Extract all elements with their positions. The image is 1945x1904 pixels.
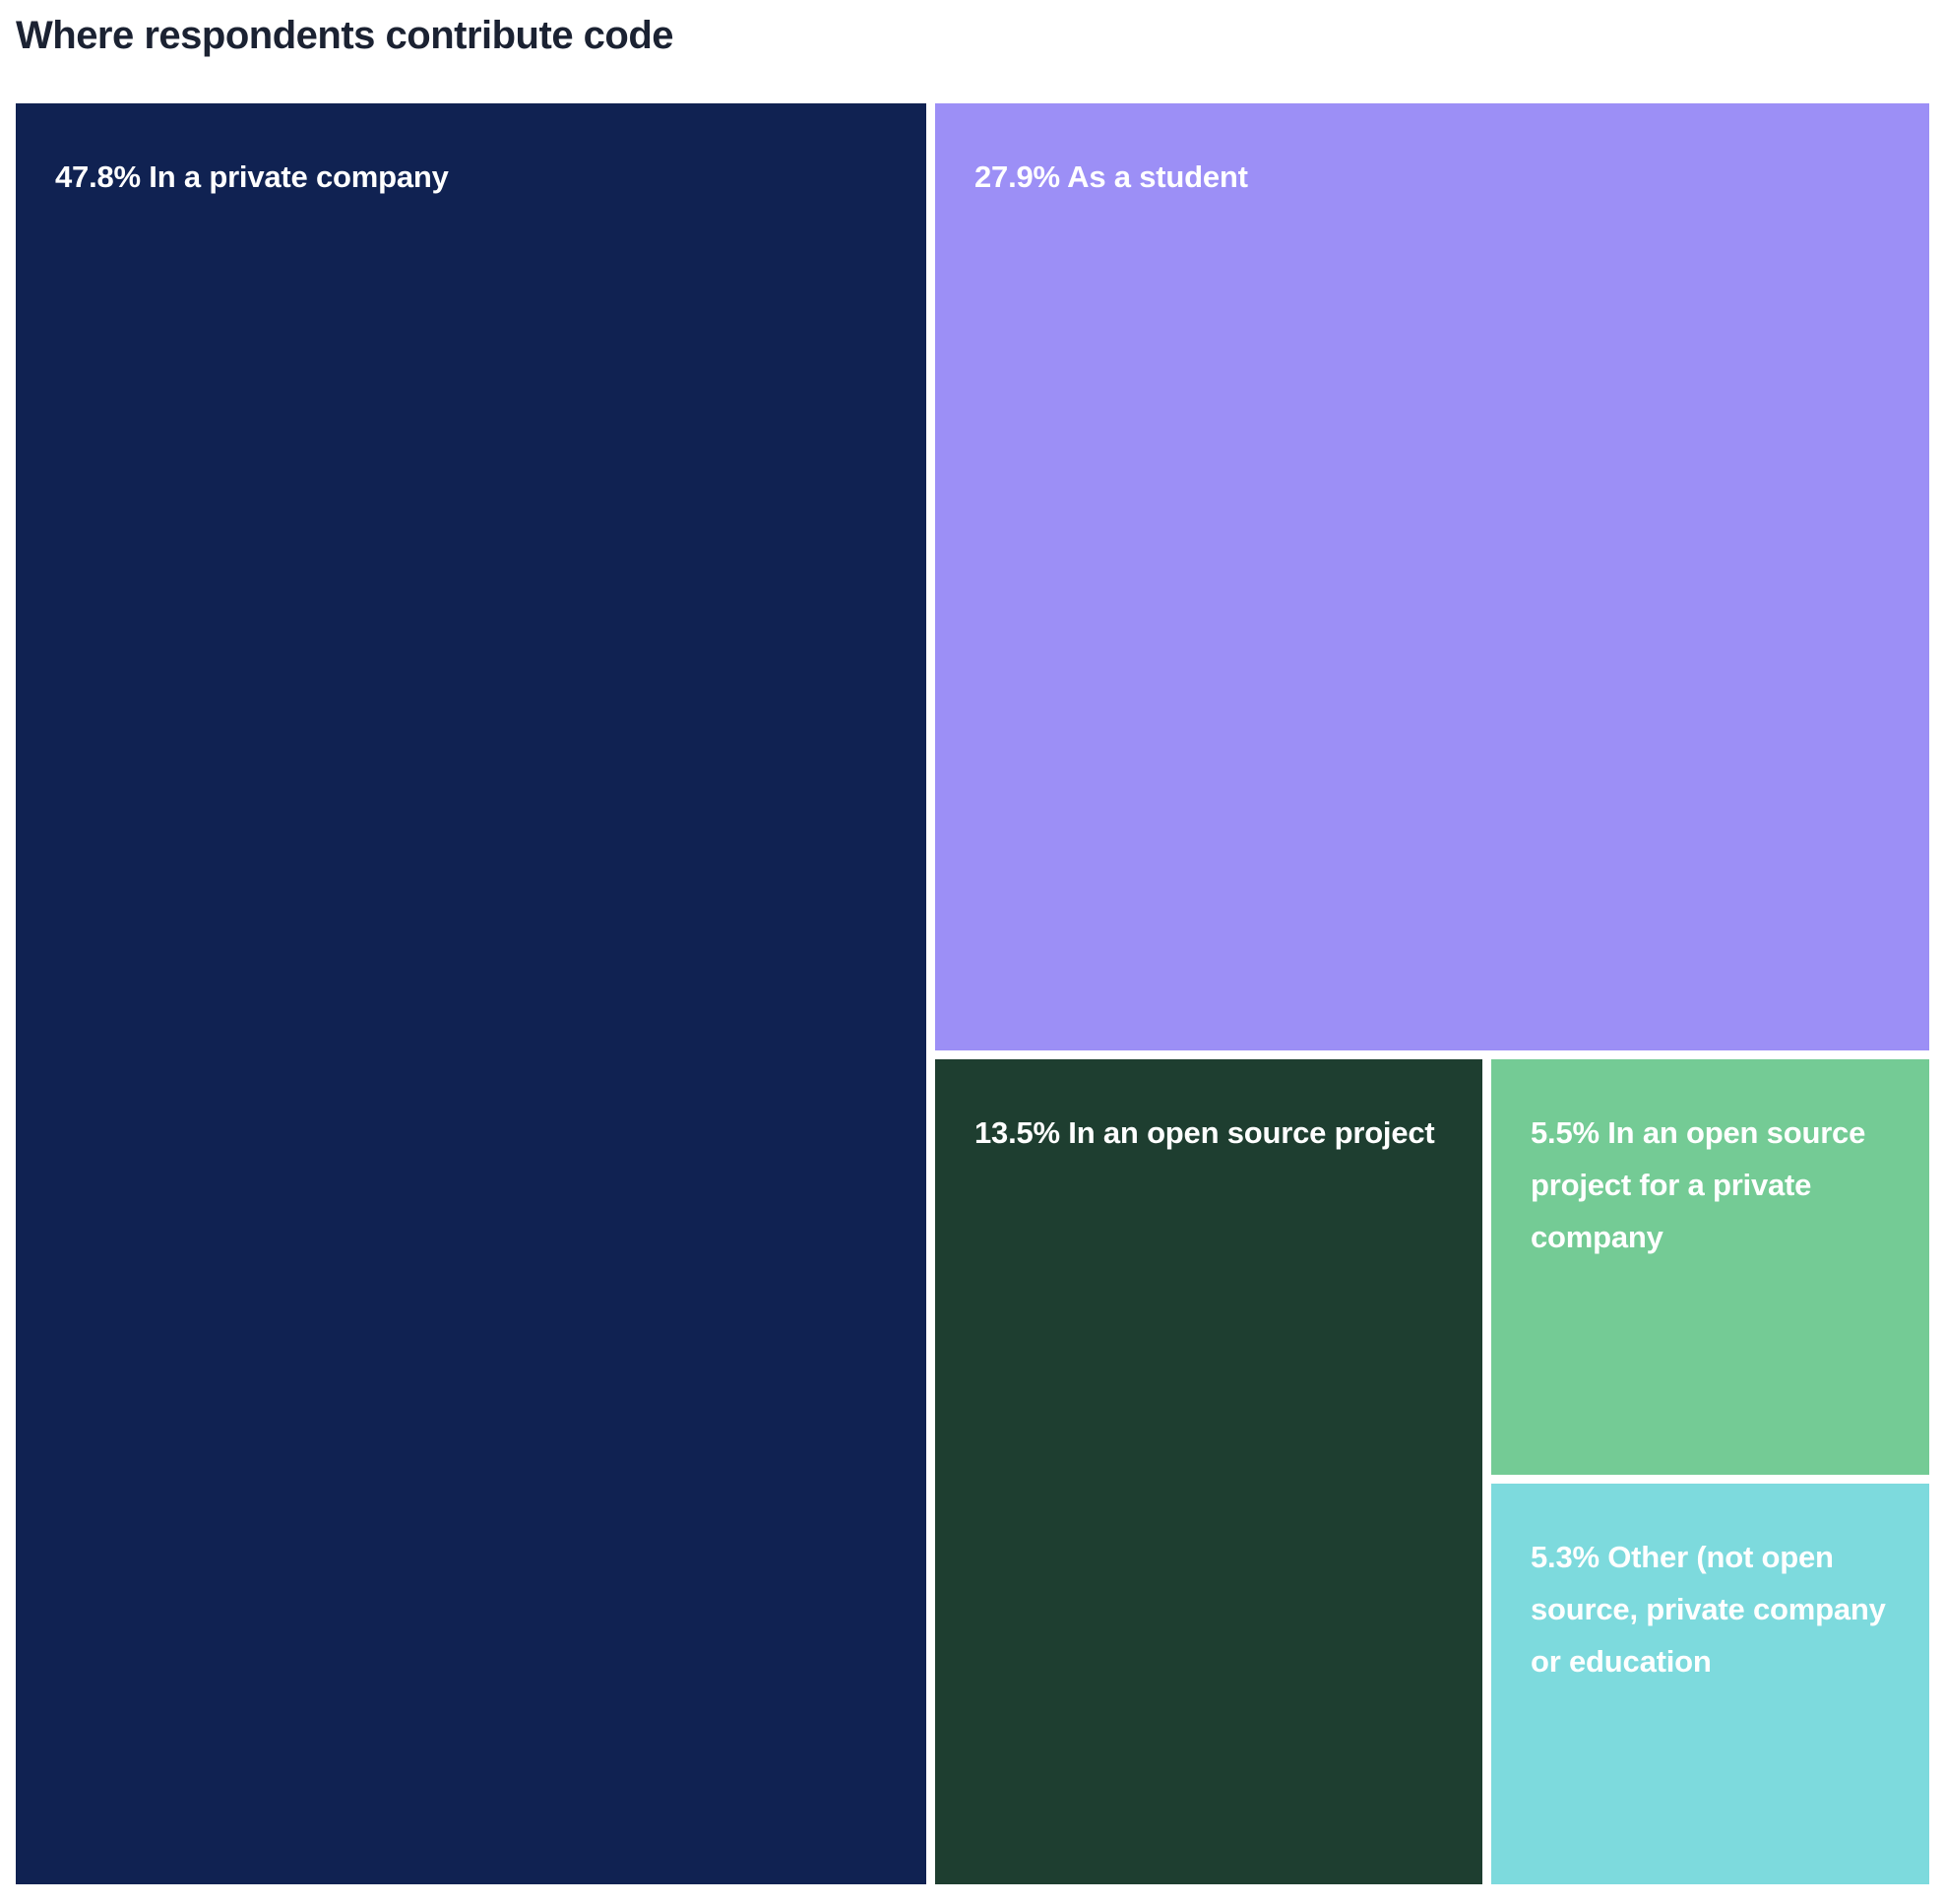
- treemap-tile: 5.3% Other (not open source, private com…: [1491, 1484, 1929, 1884]
- treemap-tile-label: 5.5% In an open source project for a pri…: [1531, 1115, 1866, 1254]
- chart-title: Where respondents contribute code: [16, 14, 674, 57]
- treemap-tile: 47.8% In a private company: [16, 103, 926, 1884]
- treemap-tile: 27.9% As a student: [935, 103, 1929, 1050]
- treemap-tile-label: 13.5% In an open source project: [974, 1115, 1435, 1150]
- treemap-tile-label: 47.8% In a private company: [55, 159, 449, 194]
- treemap-tile: 5.5% In an open source project for a pri…: [1491, 1059, 1929, 1475]
- treemap-tile-label: 27.9% As a student: [974, 159, 1248, 194]
- treemap-chart: 47.8% In a private company 27.9% As a stu…: [16, 103, 1929, 1884]
- treemap-tile: 13.5% In an open source project: [935, 1059, 1482, 1884]
- treemap-tile-label: 5.3% Other (not open source, private com…: [1531, 1540, 1886, 1679]
